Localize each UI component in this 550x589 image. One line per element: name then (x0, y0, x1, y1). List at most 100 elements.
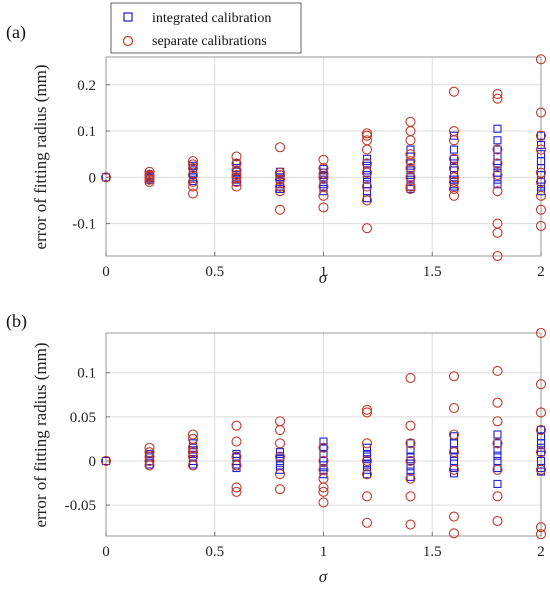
separate-point-a (361, 181, 373, 192)
separate-point-b (492, 365, 503, 377)
separate-point-b (492, 464, 503, 475)
separate-point-a (231, 176, 242, 188)
separate-point-b (405, 519, 416, 530)
separate-point-a (448, 183, 460, 194)
separate-point-a (318, 154, 329, 165)
legend-square-icon (123, 12, 133, 22)
separate-point-b (274, 484, 286, 495)
separate-point-a (100, 172, 112, 183)
x-tick-label-b: 0 (102, 544, 110, 560)
separate-point-a (535, 220, 547, 231)
legend-integrated-label: integrated calibration (152, 11, 271, 26)
integrated-point-b (406, 467, 415, 476)
separate-point-b (361, 469, 373, 480)
separate-point-a (405, 149, 416, 160)
separate-point-a (361, 130, 373, 141)
integrated-point-b (188, 443, 198, 452)
integrated-point-b (319, 437, 328, 446)
y-tick-label-b: 0.05 (70, 410, 96, 426)
integrated-point-a (319, 182, 328, 191)
panel-label-b: (b) (6, 311, 27, 332)
x-tick-label-b: 1 (320, 544, 328, 560)
separate-point-a (144, 166, 155, 177)
separate-point-b (274, 438, 286, 449)
separate-point-a (187, 176, 199, 188)
separate-point-a (492, 144, 503, 155)
separate-point-a (144, 176, 155, 188)
separate-point-b (492, 397, 503, 408)
separate-point-a (274, 181, 286, 192)
integrated-point-a (319, 173, 328, 182)
integrated-point-b (536, 443, 546, 452)
legend-separate-label: separate calibrations (152, 34, 267, 49)
x-tick-label-b: 0.5 (205, 544, 224, 560)
integrated-point-b (493, 439, 502, 448)
separate-point-b (274, 469, 286, 480)
separate-point-b (405, 473, 416, 484)
separate-point-b (535, 529, 547, 540)
separate-point-a (535, 204, 547, 215)
integrated-point-b (319, 443, 328, 452)
separate-point-b (231, 436, 242, 447)
separate-point-a (448, 172, 460, 183)
integrated-point-a (536, 187, 546, 196)
integrated-point-b (493, 463, 502, 473)
integrated-point-b (275, 452, 285, 461)
separate-point-a (274, 167, 286, 178)
separate-point-a (361, 128, 373, 139)
y-axis-label-a: error of fitting radius (mm) (31, 64, 50, 249)
integrated-point-b (406, 462, 415, 471)
separate-point-a (535, 176, 547, 188)
integrated-point-a (319, 187, 328, 196)
legend: integrated calibration separate calibrat… (110, 2, 302, 54)
integrated-point-b (319, 456, 328, 466)
separate-point-b (274, 425, 286, 436)
integrated-point-b (275, 454, 285, 463)
separate-point-a (274, 186, 286, 197)
separate-point-a (187, 188, 199, 199)
legend-circle-icon (122, 35, 134, 47)
separate-point-a (361, 223, 373, 234)
separate-point-a (448, 190, 460, 201)
integrated-point-a (232, 177, 241, 187)
separate-point-a (405, 116, 416, 127)
separate-point-a (492, 93, 503, 104)
integrated-point-a (493, 175, 502, 184)
y-tick-label-a: -0.1 (72, 217, 96, 233)
separate-point-b (318, 497, 329, 508)
separate-point-a (492, 227, 503, 238)
separate-point-a (361, 144, 373, 155)
integrated-point-a (232, 159, 241, 168)
separate-point-b (448, 464, 460, 475)
separate-point-a (405, 156, 416, 167)
separate-point-b (535, 379, 547, 390)
separate-point-a (187, 163, 199, 174)
separate-point-b (231, 460, 242, 471)
separate-point-b (405, 420, 416, 431)
marks-a (100, 54, 547, 262)
x-tick-label-a: 0.5 (205, 264, 224, 280)
separate-point-b (318, 486, 329, 497)
separate-point-a (405, 135, 416, 146)
y-tick-label-b: 0 (89, 454, 97, 470)
integrated-point-a (362, 175, 372, 184)
separate-point-a (448, 125, 460, 137)
integrated-point-a (493, 124, 502, 133)
separate-point-b (144, 460, 155, 471)
x-tick-label-a: 0 (102, 264, 110, 280)
separate-point-b (492, 438, 503, 449)
y-axis-label-b: error of fitting radius (mm) (31, 342, 50, 527)
integrated-point-a (406, 164, 415, 173)
separate-point-b (535, 522, 547, 533)
separate-point-a (535, 130, 547, 141)
separate-point-b (274, 451, 286, 462)
separate-point-b (361, 438, 373, 449)
separate-point-b (535, 327, 547, 339)
integrated-point-b (319, 470, 328, 479)
separate-point-b (187, 460, 199, 471)
separate-point-a (492, 186, 503, 197)
integrated-point-a (493, 159, 502, 168)
separate-point-a (274, 169, 286, 181)
separate-point-a (492, 158, 503, 169)
